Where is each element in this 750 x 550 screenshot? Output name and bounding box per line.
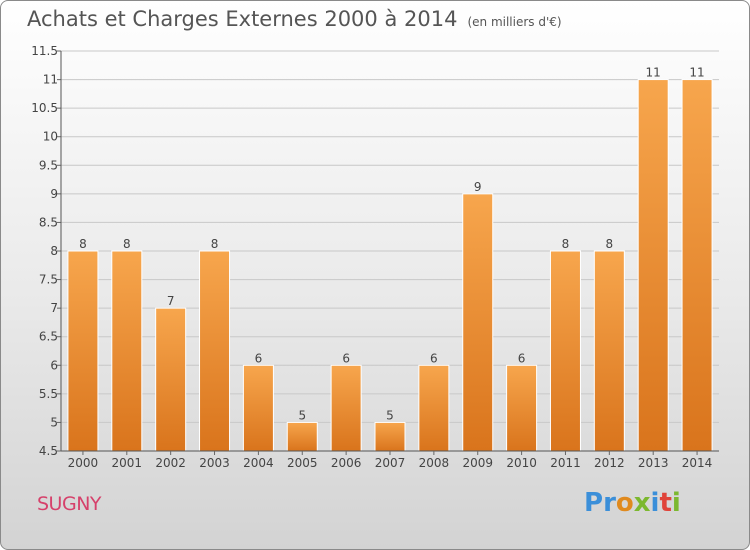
y-tick-label: 6.5: [39, 330, 58, 344]
y-tick-label: 11.5: [31, 44, 58, 58]
y-tick-label: 5: [50, 415, 58, 429]
y-tick-label: 5.5: [39, 387, 58, 401]
brand-logo: Proxiti: [584, 488, 681, 518]
value-label: 6: [342, 351, 350, 365]
brand-letter: o: [615, 488, 634, 518]
value-label: 6: [255, 351, 263, 365]
chart-title-text: Achats et Charges Externes 2000 à 2014: [27, 7, 458, 31]
brand-letter: x: [633, 488, 651, 518]
bar: [374, 421, 406, 452]
value-label: 8: [123, 237, 131, 251]
bar: [199, 250, 231, 452]
bar: [681, 79, 713, 452]
y-tick-labels: 4.5 5 5.5 6 6.5 7 7.5 8 8.5 9 9.5 10 10.5 11 11.5: [31, 44, 58, 458]
bar: [330, 364, 362, 452]
bar: [462, 193, 494, 452]
value-label: 8: [211, 237, 219, 251]
chart-title: Achats et Charges Externes 2000 à 2014 (e…: [27, 7, 562, 31]
x-tick-label: 2001: [112, 456, 143, 470]
x-tick-label: 2004: [243, 456, 274, 470]
x-tick-label: 2000: [68, 456, 99, 470]
x-tick-label: 2013: [638, 456, 669, 470]
x-tick-label: 2003: [199, 456, 230, 470]
x-tick-label: 2005: [287, 456, 318, 470]
bar: [593, 250, 625, 452]
bar: [549, 250, 581, 452]
x-tick-label: 2012: [594, 456, 625, 470]
x-tick-label: 2009: [462, 456, 493, 470]
y-tick-label: 9.5: [39, 158, 58, 172]
y-tick-label: 11: [43, 73, 58, 87]
brand-letter: i: [671, 488, 681, 518]
bar: [637, 79, 669, 452]
x-tick-label: 2011: [550, 456, 581, 470]
bar: [286, 421, 318, 452]
place-name: SUGNY: [37, 493, 102, 515]
y-tick-label: 7.5: [39, 273, 58, 287]
bar: [418, 364, 450, 452]
value-label: 5: [298, 408, 306, 422]
x-tick-label: 2002: [155, 456, 186, 470]
value-label: 6: [518, 351, 526, 365]
brand-letter: r: [603, 488, 616, 518]
value-label: 8: [79, 237, 87, 251]
x-tick-label: 2010: [506, 456, 537, 470]
x-tick-label: 2008: [419, 456, 450, 470]
brand-letter: t: [659, 488, 672, 518]
axes: [60, 51, 719, 455]
value-label: 8: [606, 237, 614, 251]
y-tick-label: 8.5: [39, 215, 58, 229]
y-tick-label: 6: [50, 358, 58, 372]
value-label: 5: [386, 408, 394, 422]
value-label: 11: [646, 66, 661, 80]
value-label: 6: [430, 351, 438, 365]
y-tick-label: 4.5: [39, 444, 58, 458]
y-tick-label: 10: [43, 130, 58, 144]
value-label: 9: [474, 180, 482, 194]
brand-letter: P: [584, 488, 604, 518]
brand-letter: i: [650, 488, 660, 518]
y-tick-label: 7: [50, 301, 58, 315]
y-tick-label: 10.5: [31, 101, 58, 115]
y-tick-label: 8: [50, 244, 58, 258]
x-tick-label: 2006: [331, 456, 362, 470]
bar: [155, 307, 187, 452]
x-tick-label: 2007: [375, 456, 406, 470]
y-tick-label: 9: [50, 187, 58, 201]
bar: [242, 364, 274, 452]
x-tick-label: 2014: [682, 456, 713, 470]
bar: [111, 250, 143, 452]
value-labels: 8 8 7 8 6 5 6 5 6 9 6 8 8 11 11: [79, 66, 705, 423]
value-label: 11: [689, 66, 704, 80]
x-tick-labels: 2000 2001 2002 2003 2004 2005 2006 2007 2008 2009…: [68, 456, 713, 470]
value-label: 7: [167, 294, 175, 308]
chart-unit: (en milliers d'€): [467, 15, 562, 29]
bar: [67, 250, 99, 452]
value-label: 8: [562, 237, 570, 251]
bars: [67, 79, 713, 452]
bar: [506, 364, 538, 452]
